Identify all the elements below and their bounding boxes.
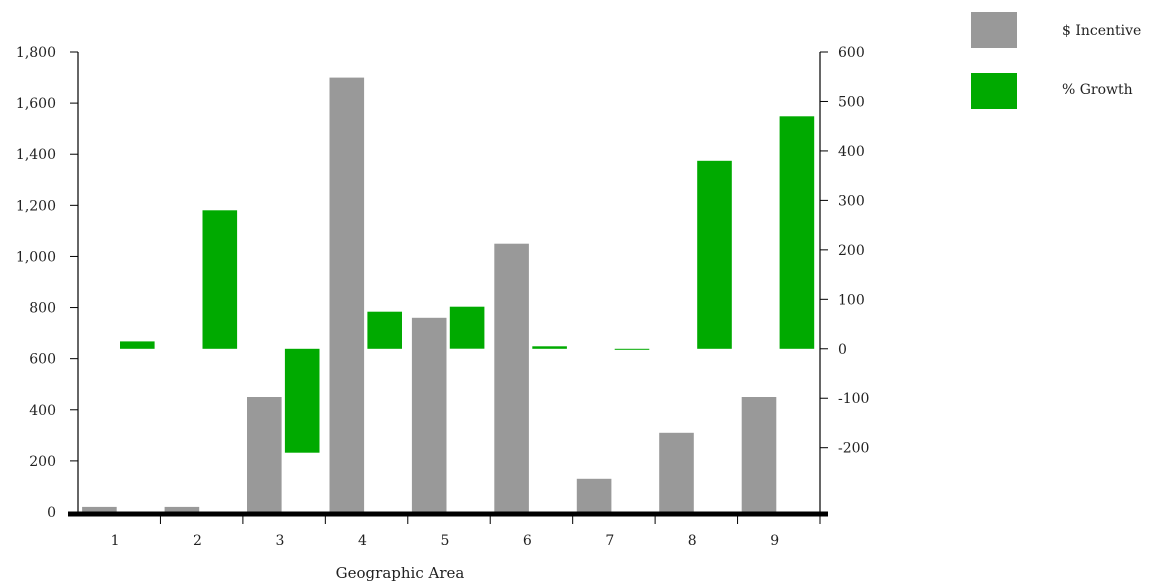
legend-swatch-growth: [971, 73, 1017, 109]
left-tick-label: 1,600: [16, 96, 56, 112]
bar-growth-1: [120, 341, 155, 349]
left-tick-label: 1,800: [16, 45, 56, 61]
bar-incentive-3: [247, 397, 282, 512]
right-tick-label: 100: [838, 292, 865, 308]
legend-label-incentive: $ Incentive: [1062, 23, 1141, 39]
left-tick-label: 0: [47, 505, 56, 521]
right-tick-label: 600: [838, 45, 865, 61]
legend-swatch-incentive: [971, 12, 1017, 48]
right-tick-label: 0: [838, 342, 847, 358]
bar-incentive-6: [494, 243, 529, 512]
left-axis-ticks: 0 200 400 600 800 1,000 1,200 1,400 1,600 1,800: [16, 45, 78, 521]
bar-incentive-9: [741, 397, 777, 512]
x-tick-label: 7: [605, 533, 614, 549]
left-tick-label: 1,200: [16, 198, 56, 214]
left-tick-label: 400: [29, 403, 56, 419]
left-tick-label: 200: [29, 454, 56, 470]
bar-incentive-7: [576, 478, 612, 512]
x-tick-label: 4: [358, 533, 367, 549]
right-tick-label: 200: [838, 243, 865, 259]
bar-incentive-2: [164, 506, 200, 512]
bar-incentive-5: [411, 317, 447, 512]
x-tick-label: 2: [193, 533, 202, 549]
x-axis-ticks: 1 2 3 4 5 6 7 8 9: [111, 514, 821, 549]
bar-growth-5: [449, 306, 485, 349]
legend-label-growth: % Growth: [1062, 82, 1133, 98]
right-tick-label: 400: [838, 144, 865, 160]
bar-incentive-4: [329, 77, 365, 512]
bar-growth-6: [532, 346, 567, 349]
legend: $ Incentive % Growth: [971, 12, 1141, 109]
bar-growth-2: [202, 210, 238, 349]
x-tick-label: 8: [688, 533, 697, 549]
left-tick-label: 1,400: [16, 147, 56, 163]
bar-growth-4: [367, 311, 402, 349]
x-tick-label: 9: [770, 533, 779, 549]
bar-growth-8: [697, 160, 732, 349]
left-tick-label: 800: [29, 301, 56, 317]
bar-growth-7: [614, 348, 650, 350]
right-tick-label: 300: [838, 193, 865, 209]
axes-group: [68, 52, 828, 517]
bar-incentive-8: [659, 432, 694, 512]
left-tick-label: 600: [29, 352, 56, 368]
x-tick-label: 1: [111, 533, 120, 549]
bar-growth-3: [284, 348, 320, 453]
right-tick-label: -100: [838, 391, 869, 407]
x-tick-label: 6: [523, 533, 532, 549]
x-tick-label: 3: [276, 533, 285, 549]
x-tick-label: 5: [440, 533, 449, 549]
bar-incentive-1: [82, 506, 117, 512]
right-tick-label: 500: [838, 94, 865, 110]
left-tick-label: 1,000: [16, 249, 56, 265]
bars-group: [82, 77, 815, 512]
x-axis-title: Geographic Area: [336, 564, 465, 582]
right-axis-ticks: -200 -100 0 100 200 300 400 500 600: [820, 45, 869, 457]
right-tick-label: -200: [838, 441, 869, 457]
bar-growth-9: [779, 116, 815, 349]
